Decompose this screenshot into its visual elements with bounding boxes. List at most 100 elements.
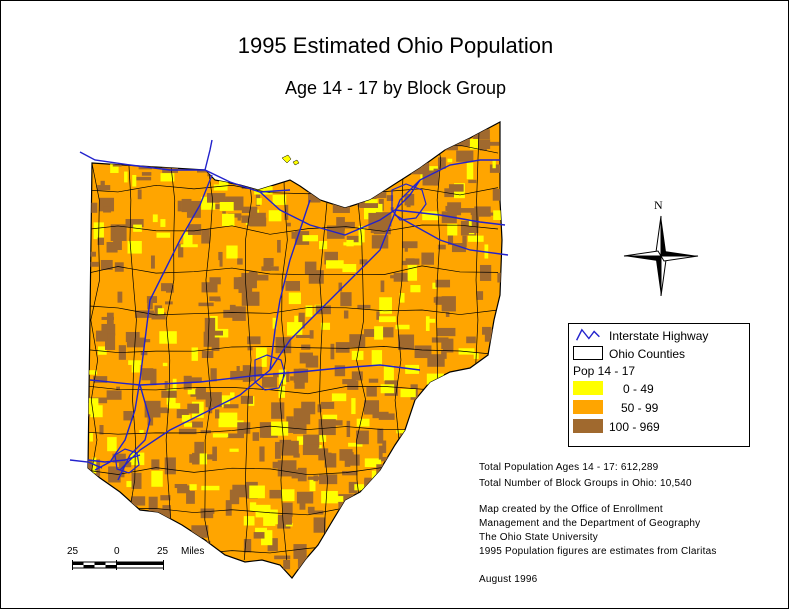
block-group-patch <box>437 244 446 250</box>
block-group-patch <box>320 401 335 409</box>
block-group-patch <box>410 423 429 428</box>
block-group-patch <box>470 429 485 446</box>
block-group-patch <box>258 154 266 163</box>
block-group-patch <box>348 454 360 466</box>
block-group-patch <box>348 442 363 447</box>
block-group-patch <box>140 521 156 536</box>
block-group-patch <box>317 132 336 145</box>
block-group-patch <box>151 533 168 541</box>
block-group-patch <box>389 536 397 545</box>
block-group-patch <box>96 146 110 159</box>
block-group-patch <box>493 210 502 220</box>
block-group-patch <box>196 387 206 400</box>
block-group-patch <box>316 167 332 177</box>
block-group-patch <box>336 217 345 231</box>
block-group-patch <box>348 481 358 494</box>
block-group-patch <box>286 371 290 383</box>
block-group-patch <box>400 389 416 398</box>
block-group-patch <box>437 390 450 398</box>
block-group-patch <box>223 309 241 318</box>
block-group-patch <box>359 259 368 265</box>
block-group-patch <box>364 329 376 337</box>
block-group-patch <box>100 259 113 270</box>
block-group-patch <box>430 419 438 426</box>
block-group-patch <box>88 370 98 375</box>
block-group-patch <box>439 519 458 528</box>
county-outline-icon <box>573 346 603 360</box>
block-group-patch <box>274 555 291 560</box>
block-group-patch <box>318 419 336 436</box>
block-group-patch <box>446 576 466 578</box>
block-group-patch <box>113 240 122 251</box>
block-group-patch <box>357 304 371 309</box>
block-group-patch <box>297 556 313 573</box>
block-group-patch <box>89 576 97 578</box>
scale-label-left: 25 <box>67 546 79 557</box>
block-group-patch <box>162 362 168 367</box>
block-group-patch <box>204 317 216 334</box>
block-group-patch <box>381 515 401 528</box>
block-group-patch <box>309 330 314 339</box>
block-group-patch <box>471 122 477 128</box>
block-group-patch <box>249 502 257 512</box>
block-group-patch <box>255 188 261 206</box>
block-group-patch <box>457 208 476 213</box>
block-group-patch <box>440 529 458 538</box>
block-group-patch <box>181 414 191 422</box>
block-group-patch <box>209 277 221 285</box>
block-group-patch <box>441 350 447 359</box>
block-group-patch <box>489 488 502 500</box>
block-group-patch <box>418 523 424 538</box>
block-group-patch <box>303 147 321 152</box>
map-date: August 1996 <box>479 574 538 585</box>
block-group-patch <box>104 501 123 513</box>
block-group-patch <box>286 416 294 433</box>
block-group-patch <box>445 493 454 504</box>
block-group-patch <box>466 409 482 422</box>
block-group-patch <box>198 302 214 307</box>
legend-class-label: 50 - 99 <box>621 401 659 415</box>
block-group-patch <box>380 280 385 293</box>
interstate-highways <box>69 139 509 481</box>
block-group-patch <box>492 334 502 348</box>
block-group-patch <box>364 479 375 492</box>
block-group-patch <box>435 439 453 444</box>
block-group-patch <box>341 122 350 135</box>
block-group-patch <box>202 135 219 142</box>
block-group-patch <box>358 518 377 530</box>
block-group-patch <box>399 292 405 303</box>
block-group-patch <box>291 469 307 479</box>
block-group-patch <box>317 404 322 413</box>
block-group-patch <box>241 291 260 306</box>
block-group-patch <box>362 155 375 172</box>
block-group-patch <box>237 422 251 434</box>
block-group-patch <box>438 424 452 433</box>
block-group-patch <box>423 537 431 544</box>
block-group-patch <box>96 579 110 584</box>
block-group-patch <box>493 331 502 347</box>
block-group-patch <box>428 538 432 553</box>
block-group-patch <box>247 217 267 227</box>
block-group-patch <box>103 206 112 213</box>
block-group-patch <box>212 446 217 461</box>
block-group-patch <box>374 326 384 340</box>
block-group-patch <box>479 381 493 388</box>
block-group-patch <box>293 420 307 434</box>
block-group-patch <box>466 336 476 344</box>
block-group-patch <box>164 381 168 389</box>
block-group-patch <box>208 158 214 171</box>
block-group-patch <box>435 279 451 288</box>
block-group-patch <box>191 347 198 361</box>
block-group-patch <box>391 573 398 578</box>
block-group-patch <box>504 221 516 233</box>
block-group-patch <box>137 189 142 200</box>
block-group-patch <box>110 224 127 241</box>
map-legend: Interstate Highway Ohio Counties Pop 14 … <box>568 323 750 447</box>
block-group-patch <box>321 490 338 504</box>
block-group-patch <box>497 272 502 283</box>
county-boundaries <box>88 122 499 561</box>
block-group-patch <box>335 496 344 502</box>
block-group-patch <box>376 464 386 479</box>
block-group-patch <box>400 453 412 466</box>
block-group-patch <box>330 343 335 360</box>
